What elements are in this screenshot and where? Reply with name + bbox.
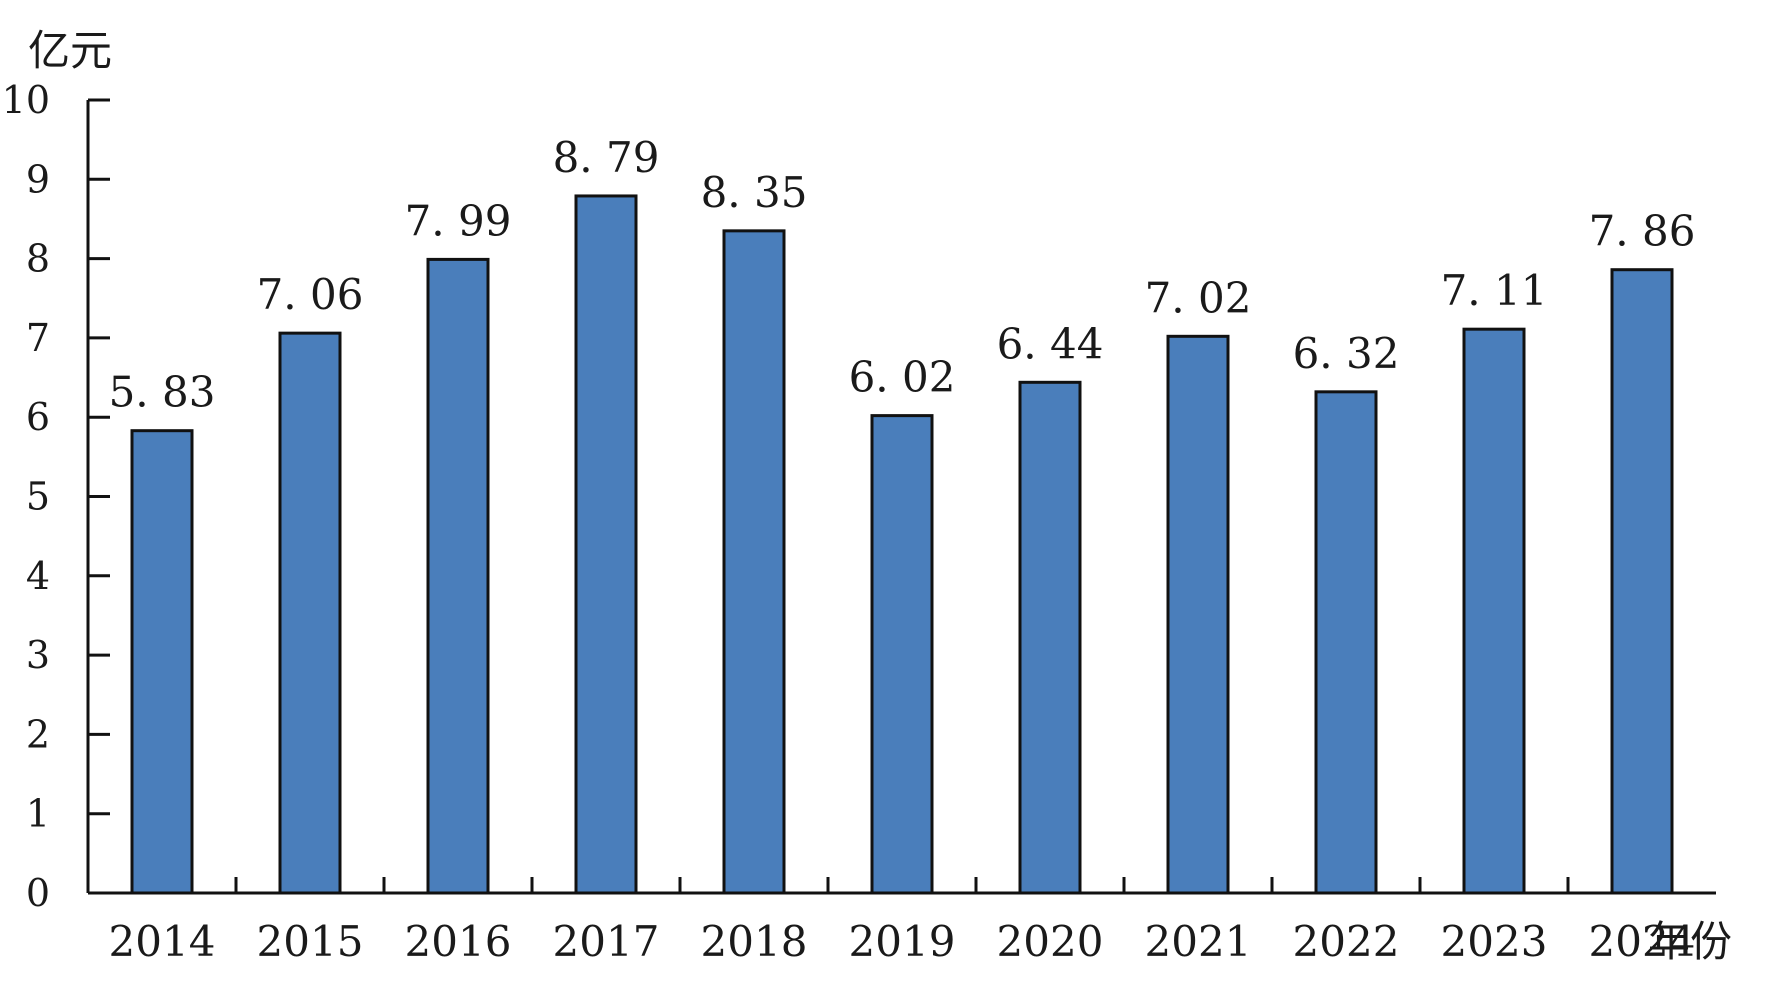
y-tick-label: 3 [26, 633, 50, 677]
bar-value-label: 7. 86 [1589, 207, 1696, 256]
category-label: 2018 [701, 917, 808, 966]
bar-value-label: 7. 06 [257, 270, 364, 319]
y-tick-label: 6 [26, 395, 50, 439]
y-ticks: 0 1 2 3 4 5 6 7 8 9 10 [2, 78, 110, 915]
bar-value-label: 7. 11 [1441, 266, 1548, 315]
bar [426, 257, 490, 895]
category-label: 2017 [553, 917, 660, 966]
bar-value-label: 7. 02 [1145, 273, 1252, 322]
y-tick-label: 9 [26, 157, 50, 201]
category-labels: 2014 2015 2016 2017 2018 2019 2020 2021 2022 2023… [109, 917, 1696, 966]
y-tick-label: 5 [26, 475, 50, 519]
bar-value-label: 7. 99 [405, 196, 512, 245]
y-tick-label: 1 [26, 792, 50, 836]
bar-value-label: 6. 32 [1293, 329, 1400, 378]
x-axis-label: 年份 [1648, 917, 1732, 966]
bar [278, 331, 342, 895]
category-label: 2020 [997, 917, 1104, 966]
y-axis-label: 亿元 [28, 26, 112, 75]
bar [1462, 327, 1526, 895]
bar [574, 194, 638, 895]
category-label: 2019 [849, 917, 956, 966]
category-label: 2024 [1589, 917, 1696, 966]
x-ticks [234, 877, 1570, 893]
bar [1166, 334, 1230, 895]
bar [1314, 390, 1378, 895]
category-label: 2016 [405, 917, 512, 966]
y-tick-label: 8 [26, 237, 50, 281]
bars [130, 194, 1674, 895]
y-tick-label: 2 [26, 712, 50, 756]
category-label: 2021 [1145, 917, 1252, 966]
bar-value-label: 6. 02 [849, 353, 956, 402]
y-tick-label: 4 [26, 554, 50, 598]
bar-value-label: 5. 83 [109, 368, 216, 417]
category-label: 2023 [1441, 917, 1548, 966]
bar [1018, 380, 1082, 895]
bar [870, 414, 934, 895]
category-label: 2014 [109, 917, 216, 966]
bar [1610, 268, 1674, 895]
value-labels: 5. 83 7. 06 7. 99 8. 79 8. 35 6. 02 6. 44 7. 02… [109, 133, 1696, 417]
bar [722, 229, 786, 895]
category-label: 2015 [257, 917, 364, 966]
y-tick-label: 7 [26, 316, 50, 360]
y-tick-label: 10 [2, 78, 50, 122]
bar [130, 429, 194, 895]
bar-value-label: 8. 35 [701, 168, 808, 217]
bar-value-label: 6. 44 [997, 319, 1104, 368]
category-label: 2022 [1293, 917, 1400, 966]
bar-value-label: 8. 79 [553, 133, 660, 182]
y-tick-label: 0 [26, 871, 50, 915]
